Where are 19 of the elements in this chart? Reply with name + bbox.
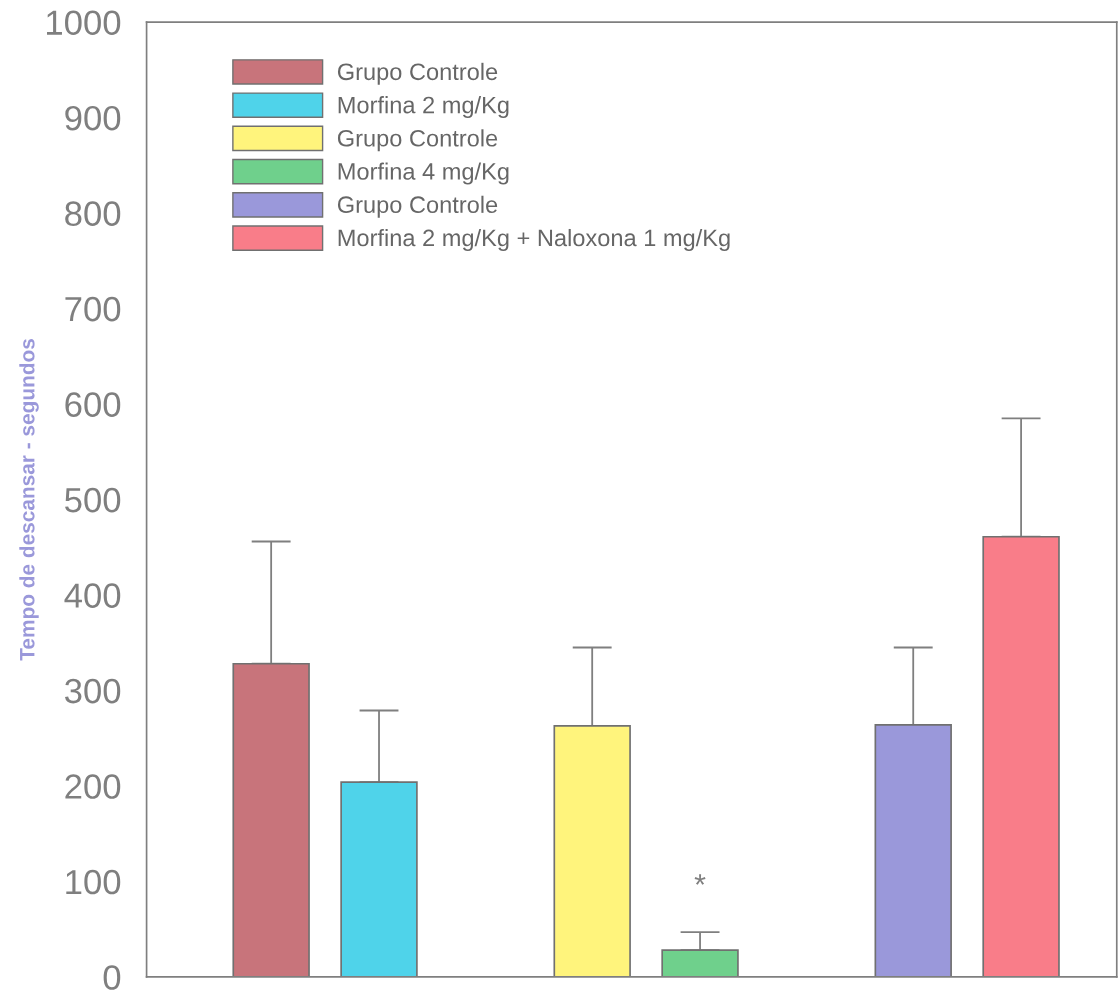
y-tick-label: 200: [65, 774, 121, 799]
y-tick-label: 800: [65, 201, 121, 226]
y-tick-label: 900: [65, 105, 121, 131]
legend-label: Morfina 2 mg/Kg: [338, 96, 509, 119]
y-tick-label: 400: [64, 583, 121, 608]
y-tick-label: 300: [64, 678, 121, 704]
y-tick-label: 0: [103, 965, 121, 990]
annotation: *: [694, 874, 706, 885]
y-axis-title: Tempo de descansar - segundos: [19, 339, 39, 661]
legend-label: Morfina 4 mg/Kg: [338, 162, 509, 185]
legend-label: Grupo Controle: [337, 129, 498, 152]
y-tick-label: 700: [65, 296, 121, 322]
legend-label: Grupo Controle: [337, 62, 498, 85]
y-tick-label: 100: [66, 869, 121, 895]
legend-label: Morfina 2 mg/Kg + Naloxona 1 mg/Kg: [338, 228, 730, 251]
y-tick-label: 1000: [47, 10, 121, 35]
y-tick-label: 500: [65, 487, 121, 513]
legend-label: Grupo Controle: [337, 195, 498, 218]
y-tick-label: 600: [65, 392, 121, 417]
